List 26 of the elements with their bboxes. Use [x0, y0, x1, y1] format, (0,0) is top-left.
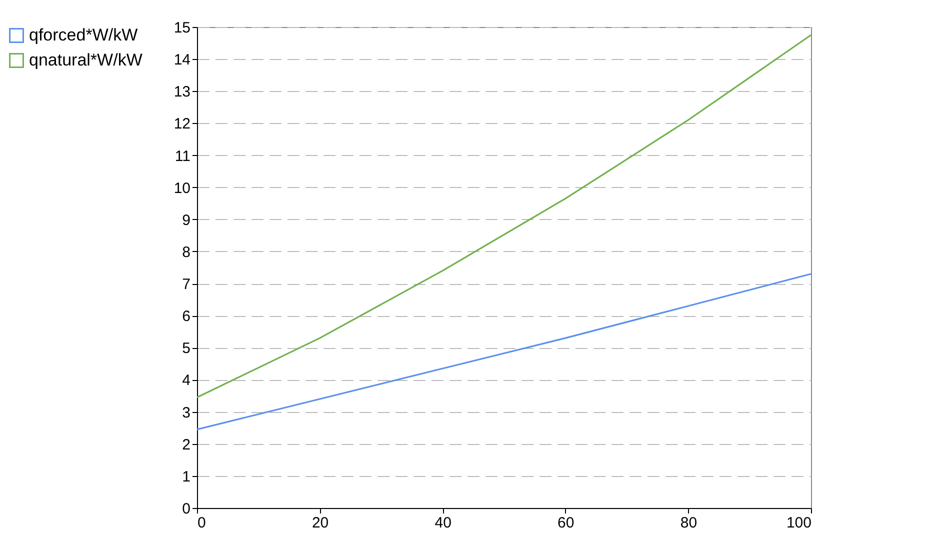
x-tick-label: 80	[680, 514, 698, 532]
y-tick-label: 8	[182, 244, 190, 261]
y-tick-label: 14	[174, 52, 190, 69]
y-tick-label: 12	[174, 116, 190, 133]
y-tick-label: 0	[182, 500, 190, 518]
y-tick-label: 4	[182, 372, 190, 390]
x-tick-label: 0	[198, 514, 206, 532]
y-tick-label: 5	[182, 340, 190, 358]
legend-label: qnatural*W/kW	[29, 50, 142, 70]
y-tick-label: 7	[182, 276, 190, 294]
y-tick-label: 15	[174, 20, 190, 36]
y-tick-label: 1	[182, 468, 190, 486]
y-tick-label: 6	[182, 308, 190, 326]
line-series	[196, 34, 812, 398]
y-tick-label: 2	[182, 436, 190, 454]
x-tick-label: 100	[786, 514, 812, 532]
y-tick-label: 13	[174, 84, 190, 101]
x-tick-label: 20	[312, 514, 329, 532]
x-tick-label: 60	[558, 514, 574, 532]
y-tick-label: 9	[182, 212, 190, 229]
legend-label: qforced*W/kW	[29, 26, 138, 44]
y-tick-label: 10	[174, 180, 190, 197]
y-tick-label: 11	[174, 148, 190, 165]
y-tick-label: 3	[182, 404, 190, 422]
x-tick-label: 40	[434, 514, 452, 532]
line-series	[196, 273, 812, 430]
